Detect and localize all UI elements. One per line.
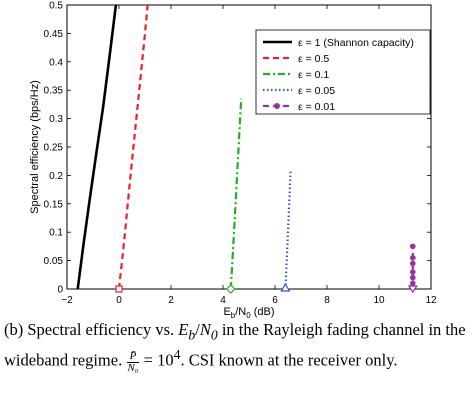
y-tick-label: 0.5 bbox=[49, 1, 63, 12]
x-tick-label: −2 bbox=[61, 295, 73, 306]
series-point bbox=[410, 243, 416, 250]
legend-label: ε = 0.5 bbox=[298, 53, 329, 65]
y-tick-label: 0.25 bbox=[44, 143, 64, 154]
series-point bbox=[410, 280, 416, 287]
legend-label: ε = 1 (Shannon capacity) bbox=[298, 37, 414, 49]
x-tick-label: 0 bbox=[116, 295, 122, 306]
y-tick-label: 0.05 bbox=[44, 256, 64, 267]
x-tick-label: 8 bbox=[324, 295, 330, 306]
start-marker-diamond bbox=[225, 284, 236, 294]
caption-eb: Eb bbox=[178, 320, 196, 343]
start-marker-triangle-down bbox=[407, 285, 418, 294]
series-point bbox=[410, 254, 416, 261]
series-point bbox=[410, 274, 416, 281]
caption-exponent: 4 bbox=[173, 347, 181, 363]
legend-label: ε = 0.01 bbox=[298, 101, 335, 113]
caption-part3: = 10 bbox=[139, 350, 174, 370]
chart-area: −2 0 2 4 6 8 10 12 0 0.05 0.1 0.15 0.2 0.25 0.3 0.35 0.4… bbox=[29, 1, 437, 319]
legend-box bbox=[255, 29, 431, 115]
x-tick-label: 6 bbox=[272, 295, 278, 306]
y-tick-label: 0.1 bbox=[49, 228, 63, 239]
y-tick-label: 0.35 bbox=[44, 86, 64, 97]
line-chart: −2 0 2 4 6 8 10 1200.050.10.150.20.250.30.350.4… bbox=[29, 1, 437, 319]
caption-part4: . CSI known at the receiver only. bbox=[180, 350, 398, 370]
x-tick-label: 2 bbox=[168, 295, 174, 306]
x-axis-label: Eb/N0 (dB) bbox=[223, 306, 274, 318]
legend: ε = 1 (Shannon capacity) ε = 0.5 ε = 0.1 ε … bbox=[255, 29, 431, 115]
x-tick-label: 10 bbox=[373, 295, 385, 306]
legend-label: ε = 0.1 bbox=[298, 69, 329, 81]
caption-part1: (b) Spectral efficiency vs. bbox=[4, 320, 179, 339]
legend-label: ε = 0.05 bbox=[298, 85, 335, 97]
series-line-1 bbox=[117, 5, 149, 289]
series-line-0 bbox=[76, 5, 118, 289]
caption-slash: / bbox=[195, 320, 200, 339]
series-line-2 bbox=[229, 98, 243, 289]
caption-n0: N0 bbox=[199, 320, 218, 343]
y-tick-label: 0.2 bbox=[49, 171, 63, 182]
caption-part2: in the Rayleigh fading channel in the wi… bbox=[4, 320, 466, 370]
y-tick-label: 0.45 bbox=[44, 29, 64, 40]
y-tick-label: 0.4 bbox=[49, 57, 63, 68]
series-point bbox=[410, 269, 416, 275]
series-point bbox=[410, 260, 416, 267]
series-line-3 bbox=[284, 169, 292, 289]
legend-marker bbox=[274, 103, 280, 109]
start-marker-square bbox=[115, 285, 123, 293]
y-axis-label: Spectral efficiency (bps/Hz) bbox=[29, 80, 41, 214]
figure-caption: (b) Spectral efficiency vs. Eb/N0 in the… bbox=[4, 320, 470, 374]
start-marker-triangle bbox=[280, 282, 291, 292]
y-tick-label: 0.3 bbox=[49, 114, 63, 125]
y-tick-label: 0.15 bbox=[44, 199, 64, 210]
x-tick-label: 12 bbox=[425, 295, 437, 306]
y-tick-label: 0 bbox=[57, 285, 63, 296]
x-tick-label: 4 bbox=[220, 295, 226, 306]
caption-fraction: P̄ N₀ bbox=[127, 349, 139, 374]
